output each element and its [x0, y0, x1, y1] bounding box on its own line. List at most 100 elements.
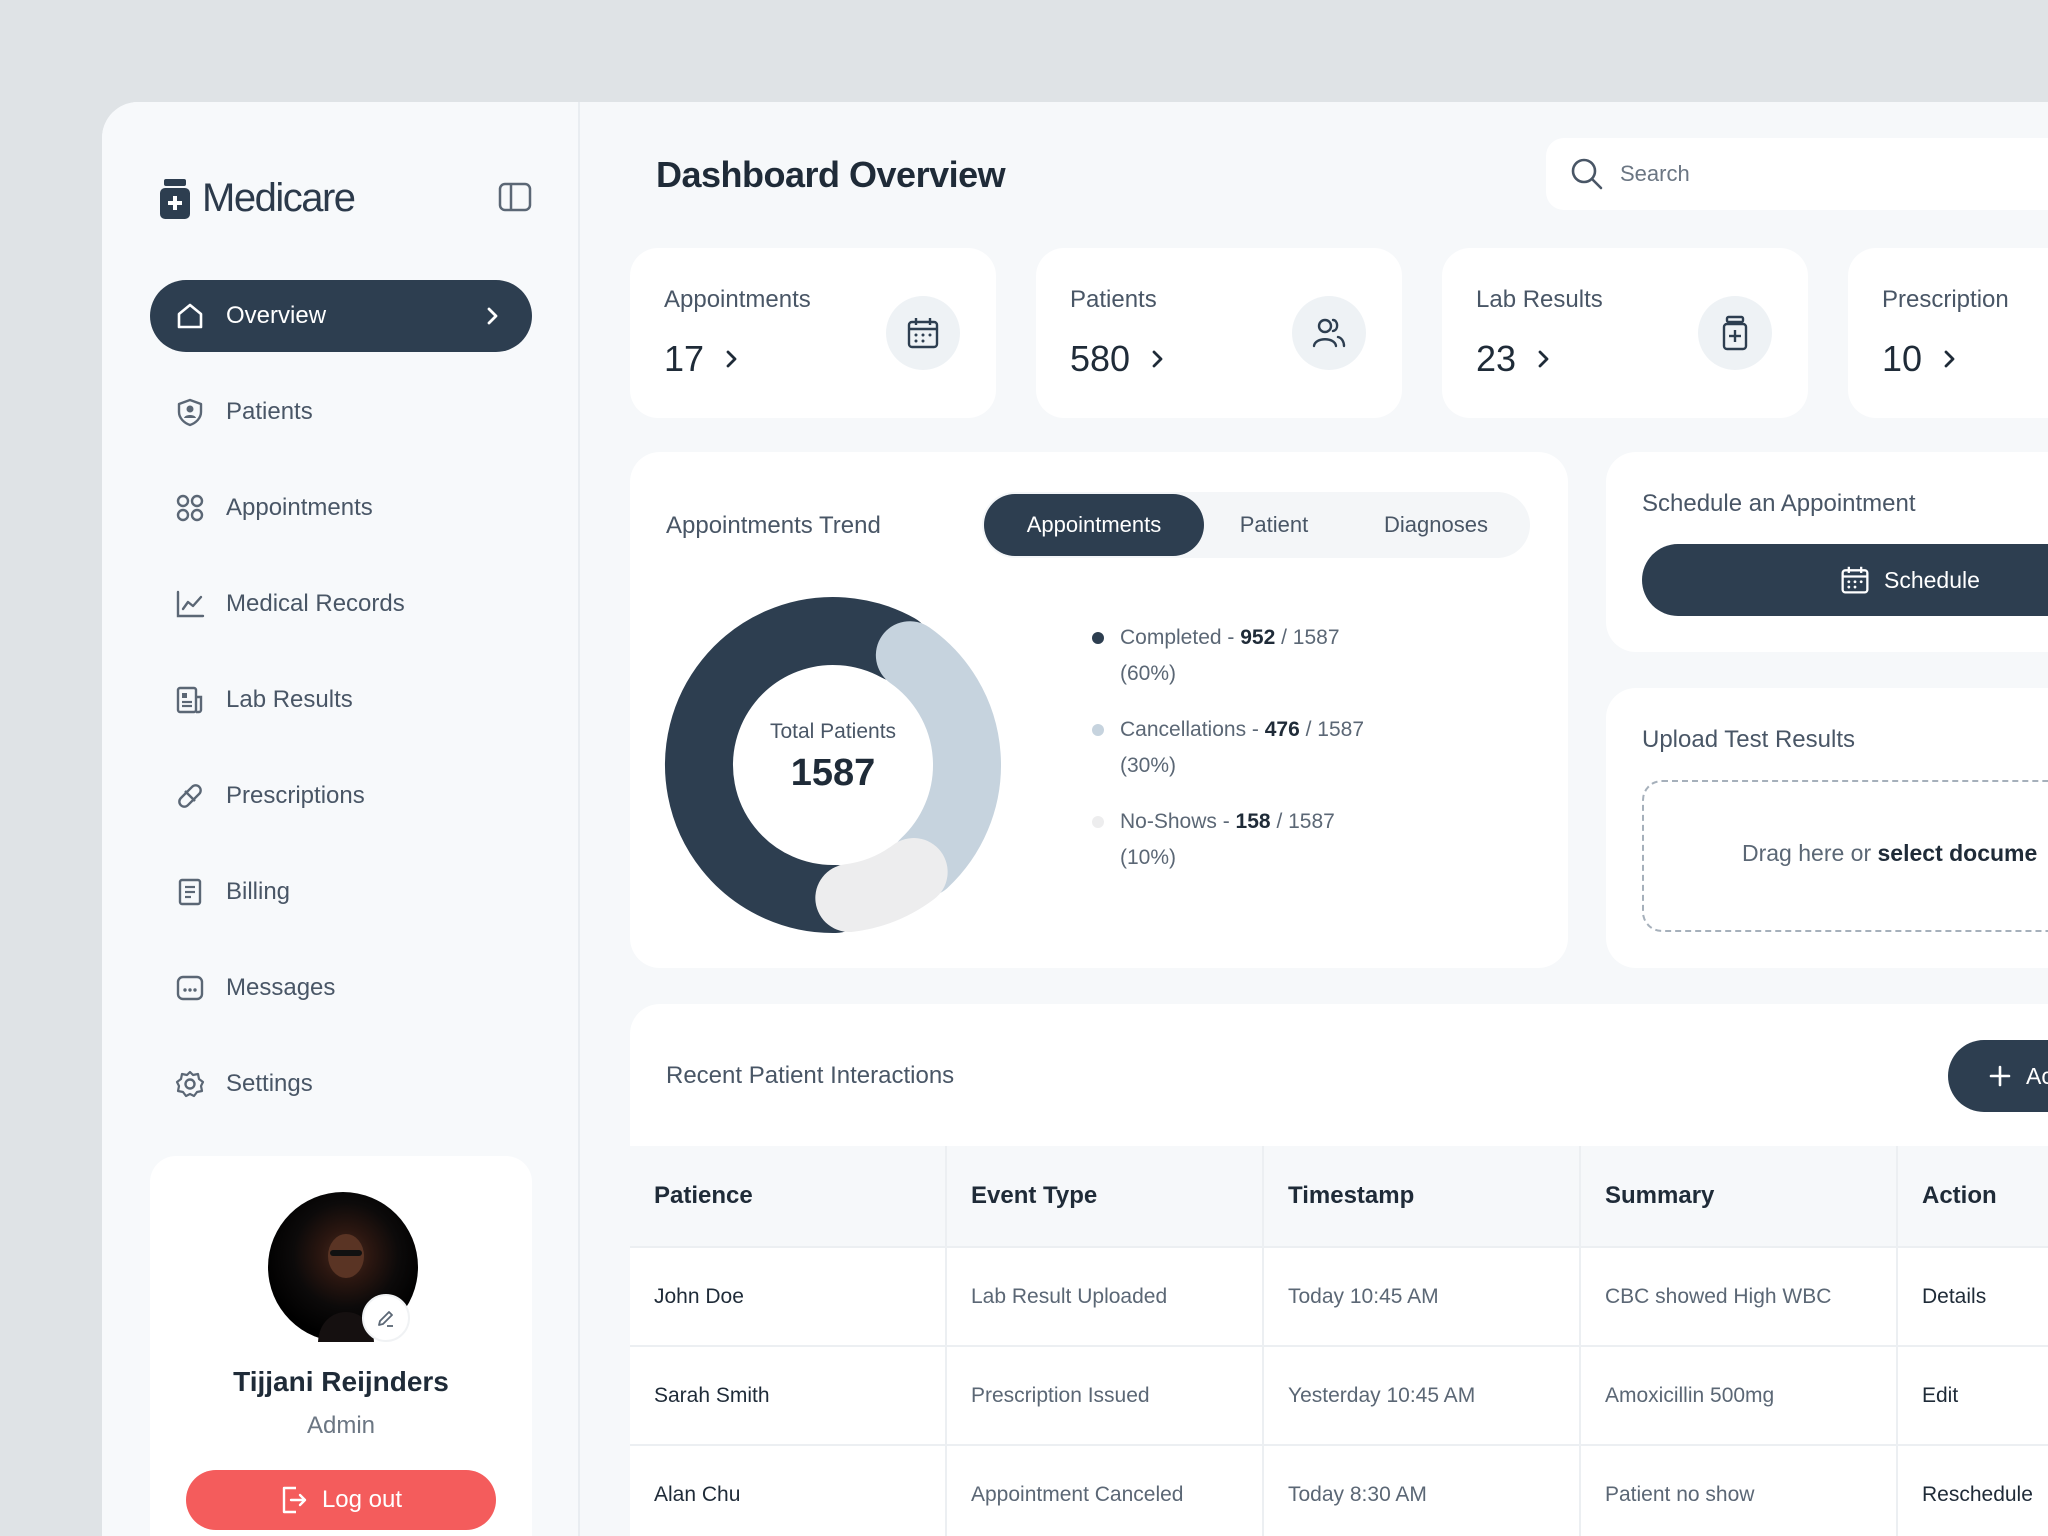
- sidebar-item-lab-results[interactable]: Lab Results: [150, 664, 532, 736]
- sidebar-item-medical-records[interactable]: Medical Records: [150, 568, 532, 640]
- cell-event-type: Appointment Canceled: [947, 1446, 1264, 1536]
- legend-percent: (60%): [1120, 662, 1177, 685]
- cell-summary: Patient no show: [1581, 1446, 1898, 1536]
- donut-segment-no-shows[interactable]: [815, 838, 948, 933]
- trend-title: Appointments Trend: [666, 512, 881, 539]
- profile-role: Admin: [306, 1412, 376, 1439]
- chevron-right-icon: [487, 307, 498, 325]
- line-chart-icon: [174, 588, 206, 620]
- legend-value: 158: [1235, 810, 1271, 833]
- file-dropzone[interactable]: Drag here or select docume: [1642, 780, 2048, 932]
- sidebar-item-label: Settings: [226, 1070, 313, 1097]
- cell-patient: Alan Chu: [630, 1446, 947, 1536]
- column-header-action: Action: [1922, 1182, 1997, 1209]
- column-header-timestamp[interactable]: Timestamp: [1264, 1146, 1581, 1246]
- donut-segment-cancellations[interactable]: [875, 621, 1001, 898]
- legend-item-cancellations: Cancellations - 476 / 1587 (30%): [1092, 712, 1452, 784]
- sidebar-toggle-icon[interactable]: [498, 182, 532, 212]
- sidebar-item-billing[interactable]: Billing: [150, 856, 532, 928]
- sidebar-item-patients[interactable]: Patients: [150, 376, 532, 448]
- stat-value: 23: [1476, 338, 1554, 380]
- donut-center-value: 1587: [790, 752, 876, 794]
- schedule-button[interactable]: Schedule: [1642, 544, 2048, 616]
- stat-value-number: 17: [664, 338, 705, 379]
- stat-card-prescription[interactable]: Prescription 10: [1848, 248, 2048, 418]
- cell-event-type: Lab Result Uploaded: [947, 1248, 1264, 1345]
- logout-button[interactable]: Log out: [186, 1470, 496, 1530]
- edit-avatar-button[interactable]: [362, 1294, 410, 1342]
- schedule-title: Schedule an Appointment: [1642, 490, 1916, 517]
- upload-title: Upload Test Results: [1642, 726, 1855, 753]
- legend-item-no-shows: No-Shows - 158 / 1587 (10%): [1092, 804, 1452, 876]
- legend-percent: (10%): [1120, 846, 1177, 869]
- plus-icon: [1989, 1065, 2011, 1087]
- add-button[interactable]: Ac: [1948, 1040, 2048, 1112]
- stat-value-number: 10: [1882, 338, 1923, 379]
- trend-tabs: Appointments Patient Diagnoses: [982, 492, 1530, 558]
- reschedule-link[interactable]: Reschedule: [1922, 1482, 2033, 1506]
- calendar-icon: [886, 296, 960, 370]
- calendar-icon: [1841, 566, 1869, 594]
- cell-patient: John Doe: [630, 1248, 947, 1345]
- stat-card-patients[interactable]: Patients 580: [1036, 248, 1402, 418]
- schedule-card: Schedule an Appointment Schedule: [1606, 452, 2048, 652]
- main-content: Dashboard Overview Search Appointments 1…: [580, 102, 2048, 1536]
- tab-diagnoses[interactable]: Diagnoses: [1384, 512, 1488, 537]
- select-document-link[interactable]: select docume: [1877, 840, 2038, 866]
- column-header-summary[interactable]: Summary: [1581, 1146, 1898, 1246]
- avatar-portrait-icon: [318, 1234, 374, 1342]
- table-header-row: Patience Event Type Timestamp Summary Ac…: [630, 1146, 2048, 1248]
- legend-percent: (30%): [1120, 754, 1177, 777]
- sidebar-item-prescriptions[interactable]: Prescriptions: [150, 760, 532, 832]
- profile-name: Tijjani Reijnders: [233, 1366, 449, 1397]
- avatar[interactable]: [268, 1192, 418, 1342]
- sidebar-item-settings[interactable]: Settings: [150, 1048, 532, 1120]
- sidebar-item-overview[interactable]: Overview: [150, 280, 532, 352]
- chevron-right-icon: [726, 350, 737, 368]
- sidebar-item-appointments[interactable]: Appointments: [150, 472, 532, 544]
- logout-label: Log out: [321, 1486, 403, 1513]
- gear-icon: [174, 1068, 206, 1100]
- legend-total: / 1587: [1305, 718, 1365, 741]
- chevron-right-icon: [1152, 350, 1163, 368]
- donut-segment-completed[interactable]: [665, 597, 932, 933]
- sidebar-item-label: Medical Records: [226, 590, 405, 617]
- stat-value-number: 23: [1476, 338, 1517, 379]
- column-header-patience[interactable]: Patience: [630, 1146, 947, 1246]
- stat-card-appointments[interactable]: Appointments 17: [630, 248, 996, 418]
- legend-label: Cancellations: [1120, 718, 1247, 741]
- column-header-event-type[interactable]: Event Type: [947, 1146, 1264, 1246]
- home-icon: [174, 300, 206, 332]
- stat-value-number: 580: [1070, 338, 1131, 379]
- report-icon: [174, 684, 206, 716]
- medicine-jar-logo-icon: [160, 178, 190, 219]
- legend-value: 952: [1240, 626, 1276, 649]
- legend-dot: [1092, 632, 1104, 644]
- table-row[interactable]: John Doe Lab Result Uploaded Today 10:45…: [630, 1248, 2048, 1347]
- sidebar-item-label: Appointments: [226, 494, 373, 521]
- donut-chart: Total Patients 1587: [660, 592, 1006, 938]
- legend-total: / 1587: [1276, 810, 1335, 833]
- table-row[interactable]: Sarah Smith Prescription Issued Yesterda…: [630, 1347, 2048, 1446]
- sidebar-item-label: Messages: [226, 974, 336, 1001]
- stat-label: Appointments: [664, 286, 811, 313]
- sidebar-item-label: Billing: [226, 878, 291, 905]
- cell-timestamp: Today 8:30 AM: [1264, 1446, 1581, 1536]
- edit-link[interactable]: Edit: [1922, 1383, 1959, 1407]
- stat-card-lab-results[interactable]: Lab Results 23: [1442, 248, 1808, 418]
- users-icon: [1292, 296, 1366, 370]
- cell-timestamp: Today 10:45 AM: [1264, 1248, 1581, 1345]
- search-input[interactable]: Search: [1546, 138, 2048, 210]
- table-row[interactable]: Alan Chu Appointment Canceled Today 8:30…: [630, 1446, 2048, 1536]
- sidebar-item-messages[interactable]: Messages: [150, 952, 532, 1024]
- details-link[interactable]: Details: [1922, 1284, 1987, 1308]
- legend-dot: [1092, 724, 1104, 736]
- app-window: Medicare Overview Patients: [102, 102, 2048, 1536]
- legend-total: / 1587: [1281, 626, 1340, 649]
- stat-label: Prescription: [1882, 286, 2009, 313]
- search-placeholder: Search: [1620, 161, 1690, 186]
- tab-appointments[interactable]: Appointments: [984, 494, 1204, 556]
- tab-patient[interactable]: Patient: [1239, 512, 1309, 537]
- schedule-button-label: Schedule: [1884, 566, 1980, 593]
- brand[interactable]: Medicare: [158, 176, 356, 221]
